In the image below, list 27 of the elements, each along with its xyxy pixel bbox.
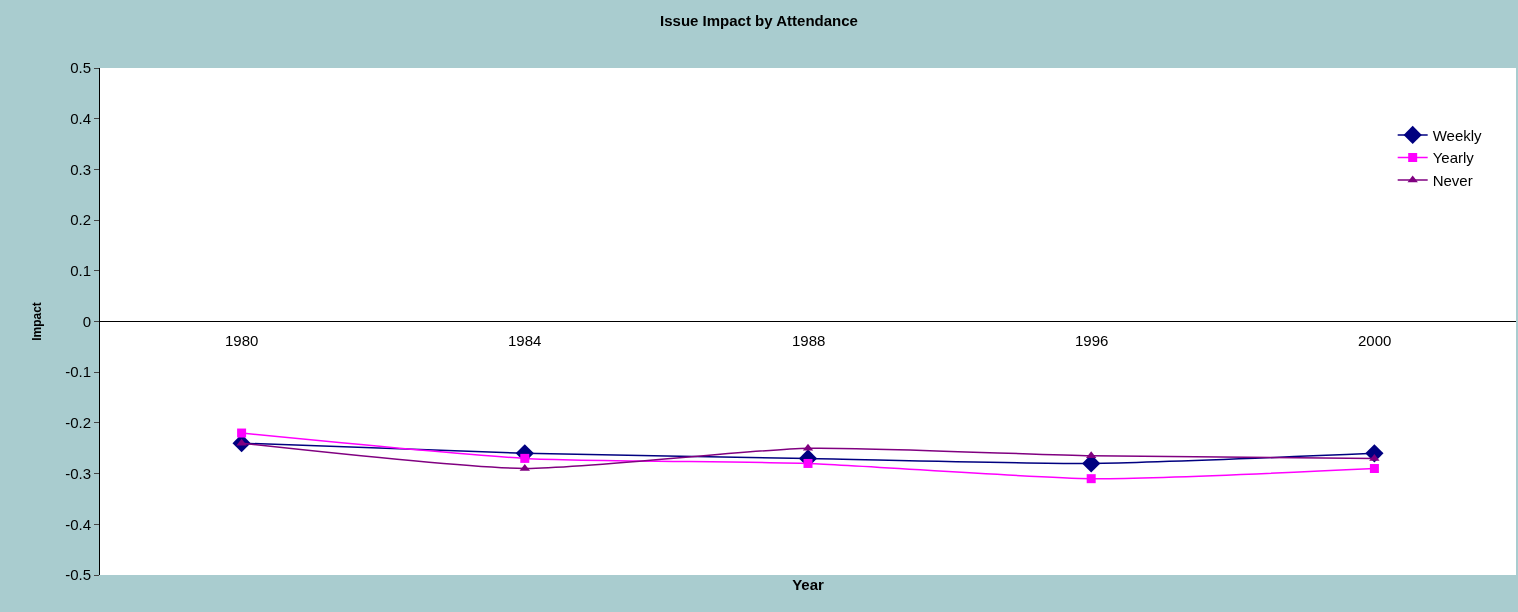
y-tick-label: 0.1 xyxy=(70,262,91,280)
point xyxy=(1086,474,1096,484)
y-tick-label: -0.3 xyxy=(65,464,91,482)
point xyxy=(1086,451,1097,459)
x-tick-label: 1984 xyxy=(508,332,542,349)
point xyxy=(803,458,813,468)
x-tick-label: 1988 xyxy=(792,332,826,349)
y-tick-label: -0.5 xyxy=(65,566,91,584)
y-tick-label: -0.1 xyxy=(65,363,91,381)
y-axis-title: Impact xyxy=(30,302,45,341)
y-tick-label: -0.4 xyxy=(65,515,91,533)
x-tick-label: 1996 xyxy=(1075,332,1109,349)
y-tick-label: 0.3 xyxy=(70,160,91,178)
legend-label: Weekly xyxy=(1432,126,1483,144)
y-tick-label: 0.5 xyxy=(70,59,91,77)
y-tick-label: 0.4 xyxy=(70,109,91,127)
legend-label: Yearly xyxy=(1432,149,1475,167)
x-tick-label: 2000 xyxy=(1358,332,1392,349)
chart-title: Issue Impact by Attendance xyxy=(660,11,858,29)
x-tick-label: 1980 xyxy=(225,332,259,349)
point xyxy=(237,428,247,438)
x-axis-title: Year xyxy=(792,576,825,593)
y-tick-label: -0.2 xyxy=(65,414,91,432)
y-tick-label: 0 xyxy=(82,312,91,330)
y-tick-label: 0.2 xyxy=(70,211,91,229)
point xyxy=(1369,464,1379,474)
legend-label: Never xyxy=(1432,171,1473,189)
